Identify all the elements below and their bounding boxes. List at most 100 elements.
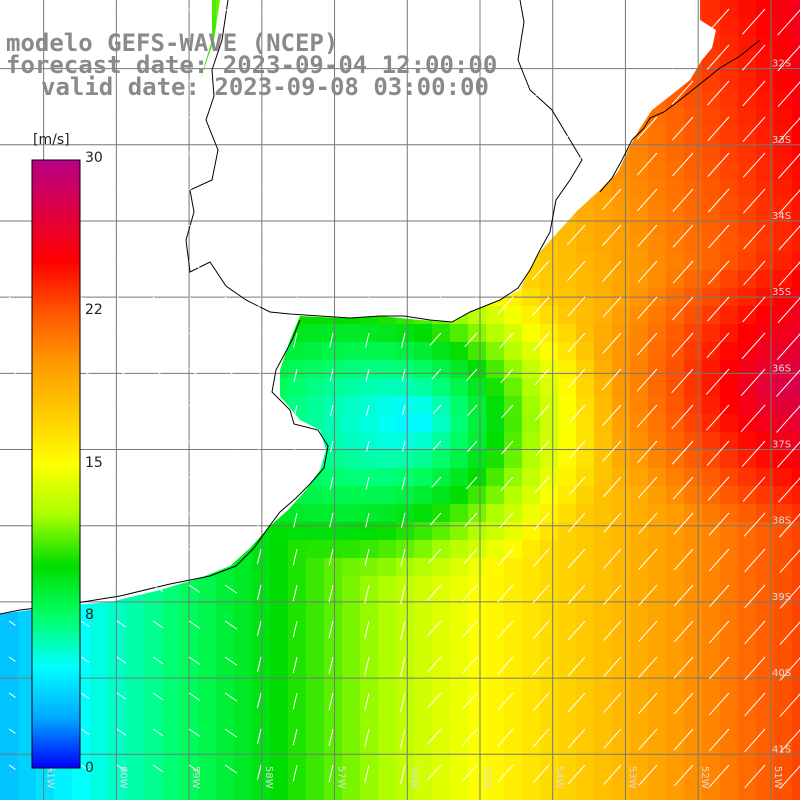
wind-arrow [188,188,202,198]
wind-speed-cell [432,450,451,469]
wind-speed-cell [792,666,800,685]
wind-speed-cell [684,630,703,649]
wind-speed-cell [270,684,289,703]
wind-speed-cell [522,576,541,595]
wind-speed-cell [774,54,793,73]
wind-arrow [364,548,370,566]
wind-speed-cell [738,486,757,505]
wind-arrow [777,9,800,36]
wind-speed-cell [522,342,541,361]
wind-arrow [188,764,201,773]
wind-arrow [497,692,514,711]
wind-arrow [224,296,238,307]
wind-speed-cell [630,144,649,163]
wind-speed-cell [522,630,541,649]
wind-speed-cell [792,738,800,757]
wind-speed-cell [90,684,109,703]
model-title: modelo GEFS-WAVE (NCEP) [6,29,339,57]
wind-speed-cell [90,630,109,649]
wind-speed-cell [702,738,721,757]
wind-arrow [638,656,658,678]
wind-speed-cell [630,216,649,235]
wind-arrow [431,368,442,380]
wind-speed-cell [198,702,217,721]
wind-speed-cell [666,126,685,145]
wind-speed-cell [252,792,271,800]
wind-speed-cell [630,576,649,595]
wind-speed-cell [414,738,433,757]
wind-arrow [567,764,586,785]
wind-arrow [366,440,370,452]
wind-arrow [459,44,478,65]
wind-speed-cell [414,468,433,487]
lat-label: 41S [772,744,791,755]
wind-arrow [224,188,239,199]
wind-speed-cell [774,666,793,685]
wind-speed-cell [774,144,793,163]
wind-speed-cell [342,540,361,559]
wind-speed-cell [522,432,541,451]
wind-speed-cell [396,774,415,793]
wind-speed-cell [666,216,685,235]
wind-speed-cell [234,576,253,595]
wind-arrow [256,8,262,28]
wind-speed-cell [756,54,775,73]
wind-speed-cell [198,612,217,631]
wind-speed-cell [792,432,800,451]
wind-speed-cell [558,396,577,415]
wind-arrow [431,476,442,488]
wind-speed-cell [450,666,469,685]
wind-speed-cell [630,162,649,181]
wind-speed-cell [486,414,505,433]
wind-speed-cell [702,108,721,127]
wind-speed-cell [396,594,415,613]
wind-arrow [257,584,262,601]
wind-speed-cell [738,162,757,181]
wind-speed-cell [504,792,523,800]
wind-speed-cell [756,486,775,505]
wind-arrow [532,548,550,568]
wind-speed-cell [666,378,685,397]
wind-speed-cell [486,468,505,487]
wind-arrow [568,440,586,459]
wind-arrow [777,441,800,468]
wind-speed-cell [648,162,667,181]
wind-arrow [400,620,406,641]
wind-speed-cell [702,144,721,163]
lon-label: 56W [408,766,419,789]
wind-speed-cell [774,612,793,631]
wind-arrow [292,296,298,314]
wind-speed-cell [540,378,559,397]
wind-arrow [426,728,442,745]
wind-arrow [531,224,550,245]
wind-arrow [742,116,766,143]
wind-speed-cell [414,432,433,451]
valid-date: valid date: 2023-09-08 03:00:00 [41,73,489,101]
wind-arrow [531,188,550,209]
wind-speed-cell [666,360,685,379]
wind-speed-cell [522,720,541,739]
wind-speed-cell [414,612,433,631]
wind-speed-cell [648,342,667,361]
wind-speed-cell [414,666,433,685]
wind-arrow [497,584,514,603]
wind-speed-cell [702,522,721,541]
wind-speed-cell [378,756,397,775]
wind-speed-cell [486,738,505,757]
wind-speed-cell [198,648,217,667]
wind-arrow [224,620,238,630]
wind-arrow [257,512,262,528]
wind-speed-cell [792,252,800,271]
wind-speed-cell [792,522,800,541]
wind-speed-cell [792,684,800,703]
wind-arrow [636,8,658,33]
wind-speed-cell [612,558,631,577]
wind-arrow [568,404,586,424]
wind-speed-cell [270,540,289,559]
wind-speed-cell [270,594,289,613]
wind-arrow [673,620,694,643]
wind-arrow [534,476,550,494]
wind-arrow [224,332,238,342]
wind-speed-cell [486,540,505,559]
wind-speed-cell [684,450,703,469]
